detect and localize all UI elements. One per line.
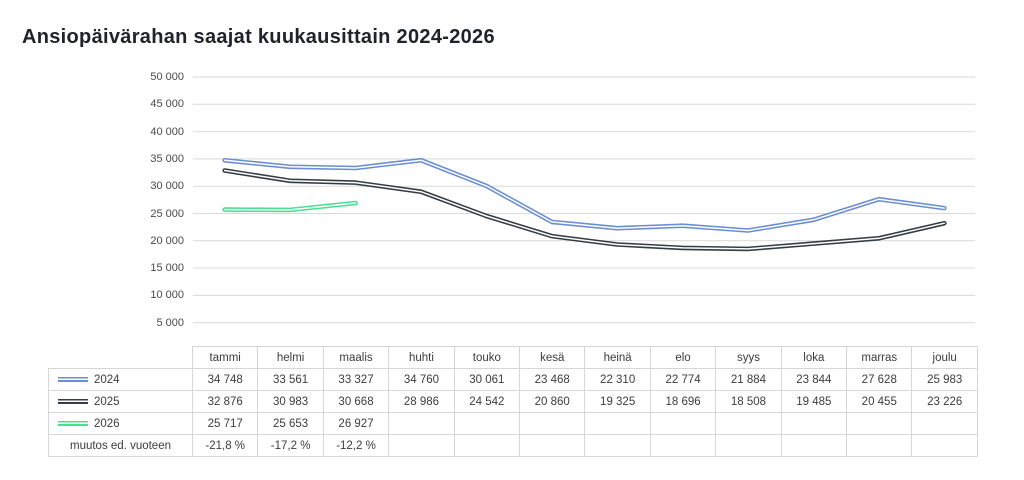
value-cell [519, 412, 586, 435]
series-name: 2024 [94, 373, 120, 386]
month-header: loka [780, 346, 848, 369]
value-cell: 19 325 [584, 390, 651, 413]
table-header-row: tammi helmi maalis huhti touko kesä heinä elo sy… [48, 346, 978, 369]
value-cell [649, 412, 717, 435]
y-tick-label: 50 000 [150, 71, 184, 83]
chart-data-table: tammi helmi maalis huhti touko kesä heinä elo sy… [48, 346, 978, 457]
value-cell: 25 653 [257, 412, 324, 435]
series-row-label: 2024 [48, 368, 193, 391]
series-row-label: 2025 [48, 390, 193, 413]
y-tick-label: 20 000 [150, 234, 184, 247]
muutos-value-cell [846, 434, 913, 457]
value-cell: 30 061 [453, 368, 521, 391]
month-header: heinä [584, 346, 651, 369]
series-name: 2026 [94, 417, 120, 430]
value-cell [584, 412, 651, 435]
value-cell: 19 485 [780, 390, 848, 413]
value-cell: 21 884 [715, 368, 782, 391]
value-cell: 22 774 [649, 368, 717, 391]
value-cell: 20 860 [519, 390, 586, 413]
value-cell: 28 986 [388, 390, 455, 413]
muutos-value-cell: -12,2 % [322, 434, 390, 457]
value-cell: 27 628 [846, 368, 913, 391]
value-cell: 23 468 [519, 368, 586, 391]
value-cell: 22 310 [584, 368, 651, 391]
month-header: marras [846, 346, 913, 369]
y-tick-label: 25 000 [150, 207, 184, 220]
muutos-value-cell: -21,8 % [191, 434, 259, 457]
value-cell: 18 696 [649, 390, 717, 413]
month-header: helmi [257, 346, 324, 369]
value-cell [846, 412, 913, 435]
value-cell: 33 327 [322, 368, 390, 391]
value-cell: 30 983 [257, 390, 324, 413]
muutos-value-cell [715, 434, 782, 457]
legend-key: 2025 [50, 395, 192, 408]
value-cell: 26 927 [322, 412, 390, 435]
value-cell: 23 844 [780, 368, 848, 391]
muutos-value-cell [649, 434, 717, 457]
muutos-value-cell [519, 434, 586, 457]
legend-key: 2026 [50, 417, 192, 430]
value-cell: 24 542 [453, 390, 521, 413]
month-header: joulu [911, 346, 978, 369]
legend-key: 2024 [50, 373, 192, 386]
chart-title: Ansiopäivärahan saajat kuukausittain 202… [22, 26, 495, 48]
value-cell: 32 876 [191, 390, 259, 413]
value-cell [911, 412, 978, 435]
month-header: huhti [388, 346, 455, 369]
muutos-value-cell [388, 434, 455, 457]
muutos-value-cell [453, 434, 521, 457]
table-corner-cell [48, 346, 193, 369]
value-cell: 18 508 [715, 390, 782, 413]
series-row-2025: 2025 32 876 30 983 30 668 28 986 24 542 20 860… [48, 390, 978, 413]
value-cell: 20 455 [846, 390, 913, 413]
y-tick-label: 5 000 [156, 316, 184, 329]
series-row-2024: 2024 34 748 33 561 33 327 34 760 30 061 23 468… [48, 368, 978, 391]
value-cell [453, 412, 521, 435]
muutos-value-cell: -17,2 % [257, 434, 324, 457]
y-tick-label: 10 000 [150, 289, 184, 302]
month-header: maalis [322, 346, 390, 369]
value-cell: 25 717 [191, 412, 259, 435]
muutos-value-cell [780, 434, 848, 457]
value-cell [780, 412, 848, 435]
month-header: tammi [191, 346, 259, 369]
value-cell: 33 561 [257, 368, 324, 391]
month-header: elo [649, 346, 717, 369]
series-line-2024 [222, 157, 947, 233]
series-row-2026: 2026 25 717 25 653 26 927 [48, 412, 978, 435]
legend-line-swatch [58, 399, 88, 404]
value-cell: 23 226 [911, 390, 978, 413]
legend-line-swatch [58, 421, 88, 426]
muutos-row-label: muutos ed. vuoteen [48, 434, 193, 457]
y-tick-label: 40 000 [150, 125, 184, 138]
y-tick-label: 30 000 [150, 180, 184, 193]
series-line-2025 [222, 168, 947, 252]
y-tick-label: 15 000 [150, 262, 184, 275]
value-cell [388, 412, 455, 435]
value-cell: 34 760 [388, 368, 455, 391]
value-cell [715, 412, 782, 435]
value-cell: 30 668 [322, 390, 390, 413]
y-tick-label: 45 000 [150, 98, 184, 111]
legend-line-swatch [58, 377, 88, 382]
series-row-label: 2026 [48, 412, 193, 435]
muutos-value-cell [584, 434, 651, 457]
y-tick-label: 35 000 [150, 152, 184, 165]
series-name: 2025 [94, 395, 120, 408]
muutos-value-cell [911, 434, 978, 457]
value-cell: 25 983 [911, 368, 978, 391]
muutos-row: muutos ed. vuoteen -21,8 % -17,2 % -12,2 % [48, 434, 978, 457]
month-header: touko [453, 346, 521, 369]
month-header: syys [715, 346, 782, 369]
gridlines [193, 76, 975, 324]
series-line-2026 [222, 200, 358, 213]
month-header: kesä [519, 346, 586, 369]
value-cell: 34 748 [191, 368, 259, 391]
